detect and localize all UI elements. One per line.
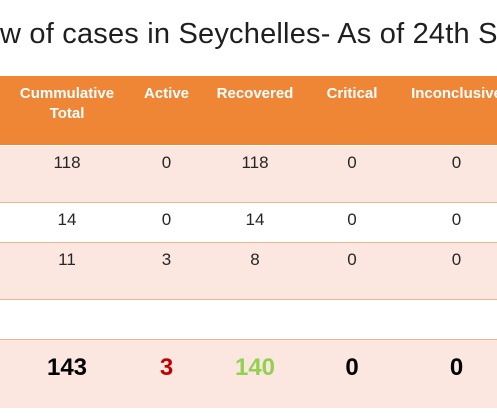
table-row <box>0 300 497 340</box>
header-recovered: Recovered <box>216 85 294 102</box>
cell-cumulative-total: 14 <box>57 210 77 229</box>
cell-recovered: 8 <box>250 250 260 269</box>
header-active: Active <box>143 85 190 102</box>
cell-active: 0 <box>161 210 172 229</box>
total-recovered: 140 <box>234 354 276 381</box>
cell-active: 0 <box>161 153 172 172</box>
header-critical: Critical <box>326 85 378 102</box>
slide-title: w of cases in Seychelles- As of 24th Se <box>0 18 497 50</box>
cell-critical: 0 <box>347 250 357 269</box>
cell-recovered: 118 <box>241 153 269 172</box>
total-critical: 0 <box>345 354 359 381</box>
total-cumulative: 143 <box>46 354 88 381</box>
table-total-row: 143 3 140 0 0 <box>0 340 497 408</box>
table-row: 14 0 14 0 0 <box>0 203 497 243</box>
header-cumulative-total: Cummulative Total <box>19 85 115 122</box>
header-inconclusive: Inconclusive <box>411 85 497 102</box>
table-header-row: Cummulative Total Active Recovered Criti… <box>0 76 497 146</box>
cases-table: Cummulative Total Active Recovered Criti… <box>0 76 497 408</box>
cell-critical: 0 <box>347 210 357 229</box>
cell-active: 3 <box>161 250 172 269</box>
cell-critical: 0 <box>347 153 357 172</box>
table-row: 118 0 118 0 0 <box>0 146 497 203</box>
cell-cumulative-total: 11 <box>58 250 76 269</box>
cell-inconclusive: 0 <box>451 210 462 229</box>
total-active: 3 <box>159 354 174 381</box>
cell-cumulative-total: 118 <box>53 153 81 172</box>
cell-recovered: 14 <box>245 210 265 229</box>
cell-inconclusive: 0 <box>451 250 462 269</box>
table-row: 11 3 8 0 0 <box>0 243 497 300</box>
cell-inconclusive: 0 <box>451 153 462 172</box>
total-inconclusive: 0 <box>449 354 464 381</box>
